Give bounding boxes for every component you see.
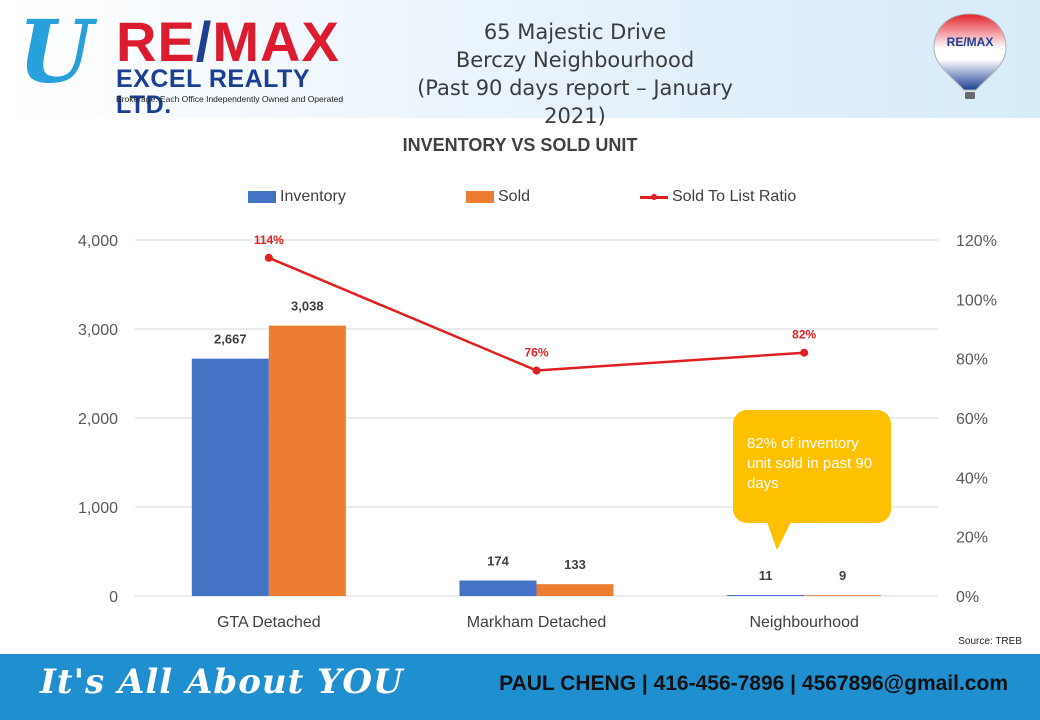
y-tick-label: 3,000 [78,322,118,339]
sold-data-label: 133 [564,557,586,572]
chart-title: INVENTORY VS SOLD UNIT [402,135,638,155]
logo-excel-realty: EXCEL REALTY LTD. [116,65,310,119]
legend-sold-swatch [466,191,494,203]
y-tick-label: 1,000 [78,500,118,517]
remax-excel-logo: U RE/MAX EXCEL REALTY LTD. Brokerage. Ea… [12,2,372,119]
sold-bar [536,584,614,596]
inventory-bar [191,358,269,596]
y2-tick-label: 60% [956,411,988,428]
annotation-callout: 82% of inventory unit sold in past 90 da… [733,410,891,550]
x-tick-label: GTA Detached [217,614,321,631]
y-tick-label: 0 [109,589,118,606]
annotation-text: 82% of inventory unit sold in past 90 da… [747,435,873,492]
y2-tick-label: 80% [956,352,988,369]
ratio-data-label: 82% [792,328,816,342]
sold-data-label: 3,038 [291,299,324,314]
inventory-data-label: 174 [487,554,509,569]
legend-sold: Sold [466,186,530,208]
logo-tagline: Brokerage. Each Office Independently Own… [116,94,344,104]
ratio-data-label: 114% [254,233,284,247]
inventory-bar [727,595,805,596]
ratio-point [800,348,809,357]
y2-tick-label: 120% [956,233,997,250]
y-tick-label: 2,000 [78,411,118,428]
footer-contact: PAUL CHENG | 416-456-7896 | 4567896@gmai… [499,672,1008,695]
hot-air-balloon-icon: RE/MAX [933,13,1007,99]
inventory-data-label: 11 [759,568,773,583]
ratio-data-label: 76% [524,346,548,360]
sold-bar [268,325,346,596]
inventory-bar [459,580,537,596]
legend-inventory-swatch [248,191,276,203]
sold-bar [804,595,882,596]
y2-tick-label: 40% [956,470,988,487]
legend-inventory-label: Inventory [280,188,346,205]
inventory-data-label: 2,667 [214,332,247,347]
y2-tick-label: 100% [956,292,997,309]
footer-slogan: It's All About YOU [40,662,404,702]
balloon-label: RE/MAX [947,35,994,49]
title-line-period: (Past 90 days report – January 2021) [417,76,733,128]
y-tick-label: 4,000 [78,233,118,250]
logo-slash: / [195,10,213,73]
legend-ratio-line [640,190,668,204]
y2-tick-label: 0% [956,589,979,606]
x-tick-label: Neighbourhood [749,614,858,631]
legend-sold-label: Sold [498,188,531,205]
footer-banner: It's All About YOU PAUL CHENG | 416-456-… [0,654,1040,720]
source-note: Source: TREB [958,636,1022,647]
logo-u-mark: U [18,2,93,103]
title-line-address: 65 Majestic Drive [483,20,667,44]
page-title: 65 Majestic Drive Berczy Neighbourhood (… [405,18,745,130]
ratio-point [532,366,541,375]
header-banner: U RE/MAX EXCEL REALTY LTD. Brokerage. Ea… [0,0,1040,128]
y2-tick-label: 20% [956,530,988,547]
sold-data-label: 9 [839,568,846,583]
legend-ratio-label: Sold To List Ratio [672,188,797,205]
logo-remax-wordmark: RE/MAX [116,10,340,73]
title-line-neighbourhood: Berczy Neighbourhood [455,48,695,72]
x-tick-label: Markham Detached [467,614,607,631]
legend-inventory: Inventory [248,186,346,208]
ratio-point [264,253,273,262]
legend-ratio: Sold To List Ratio [640,186,796,208]
